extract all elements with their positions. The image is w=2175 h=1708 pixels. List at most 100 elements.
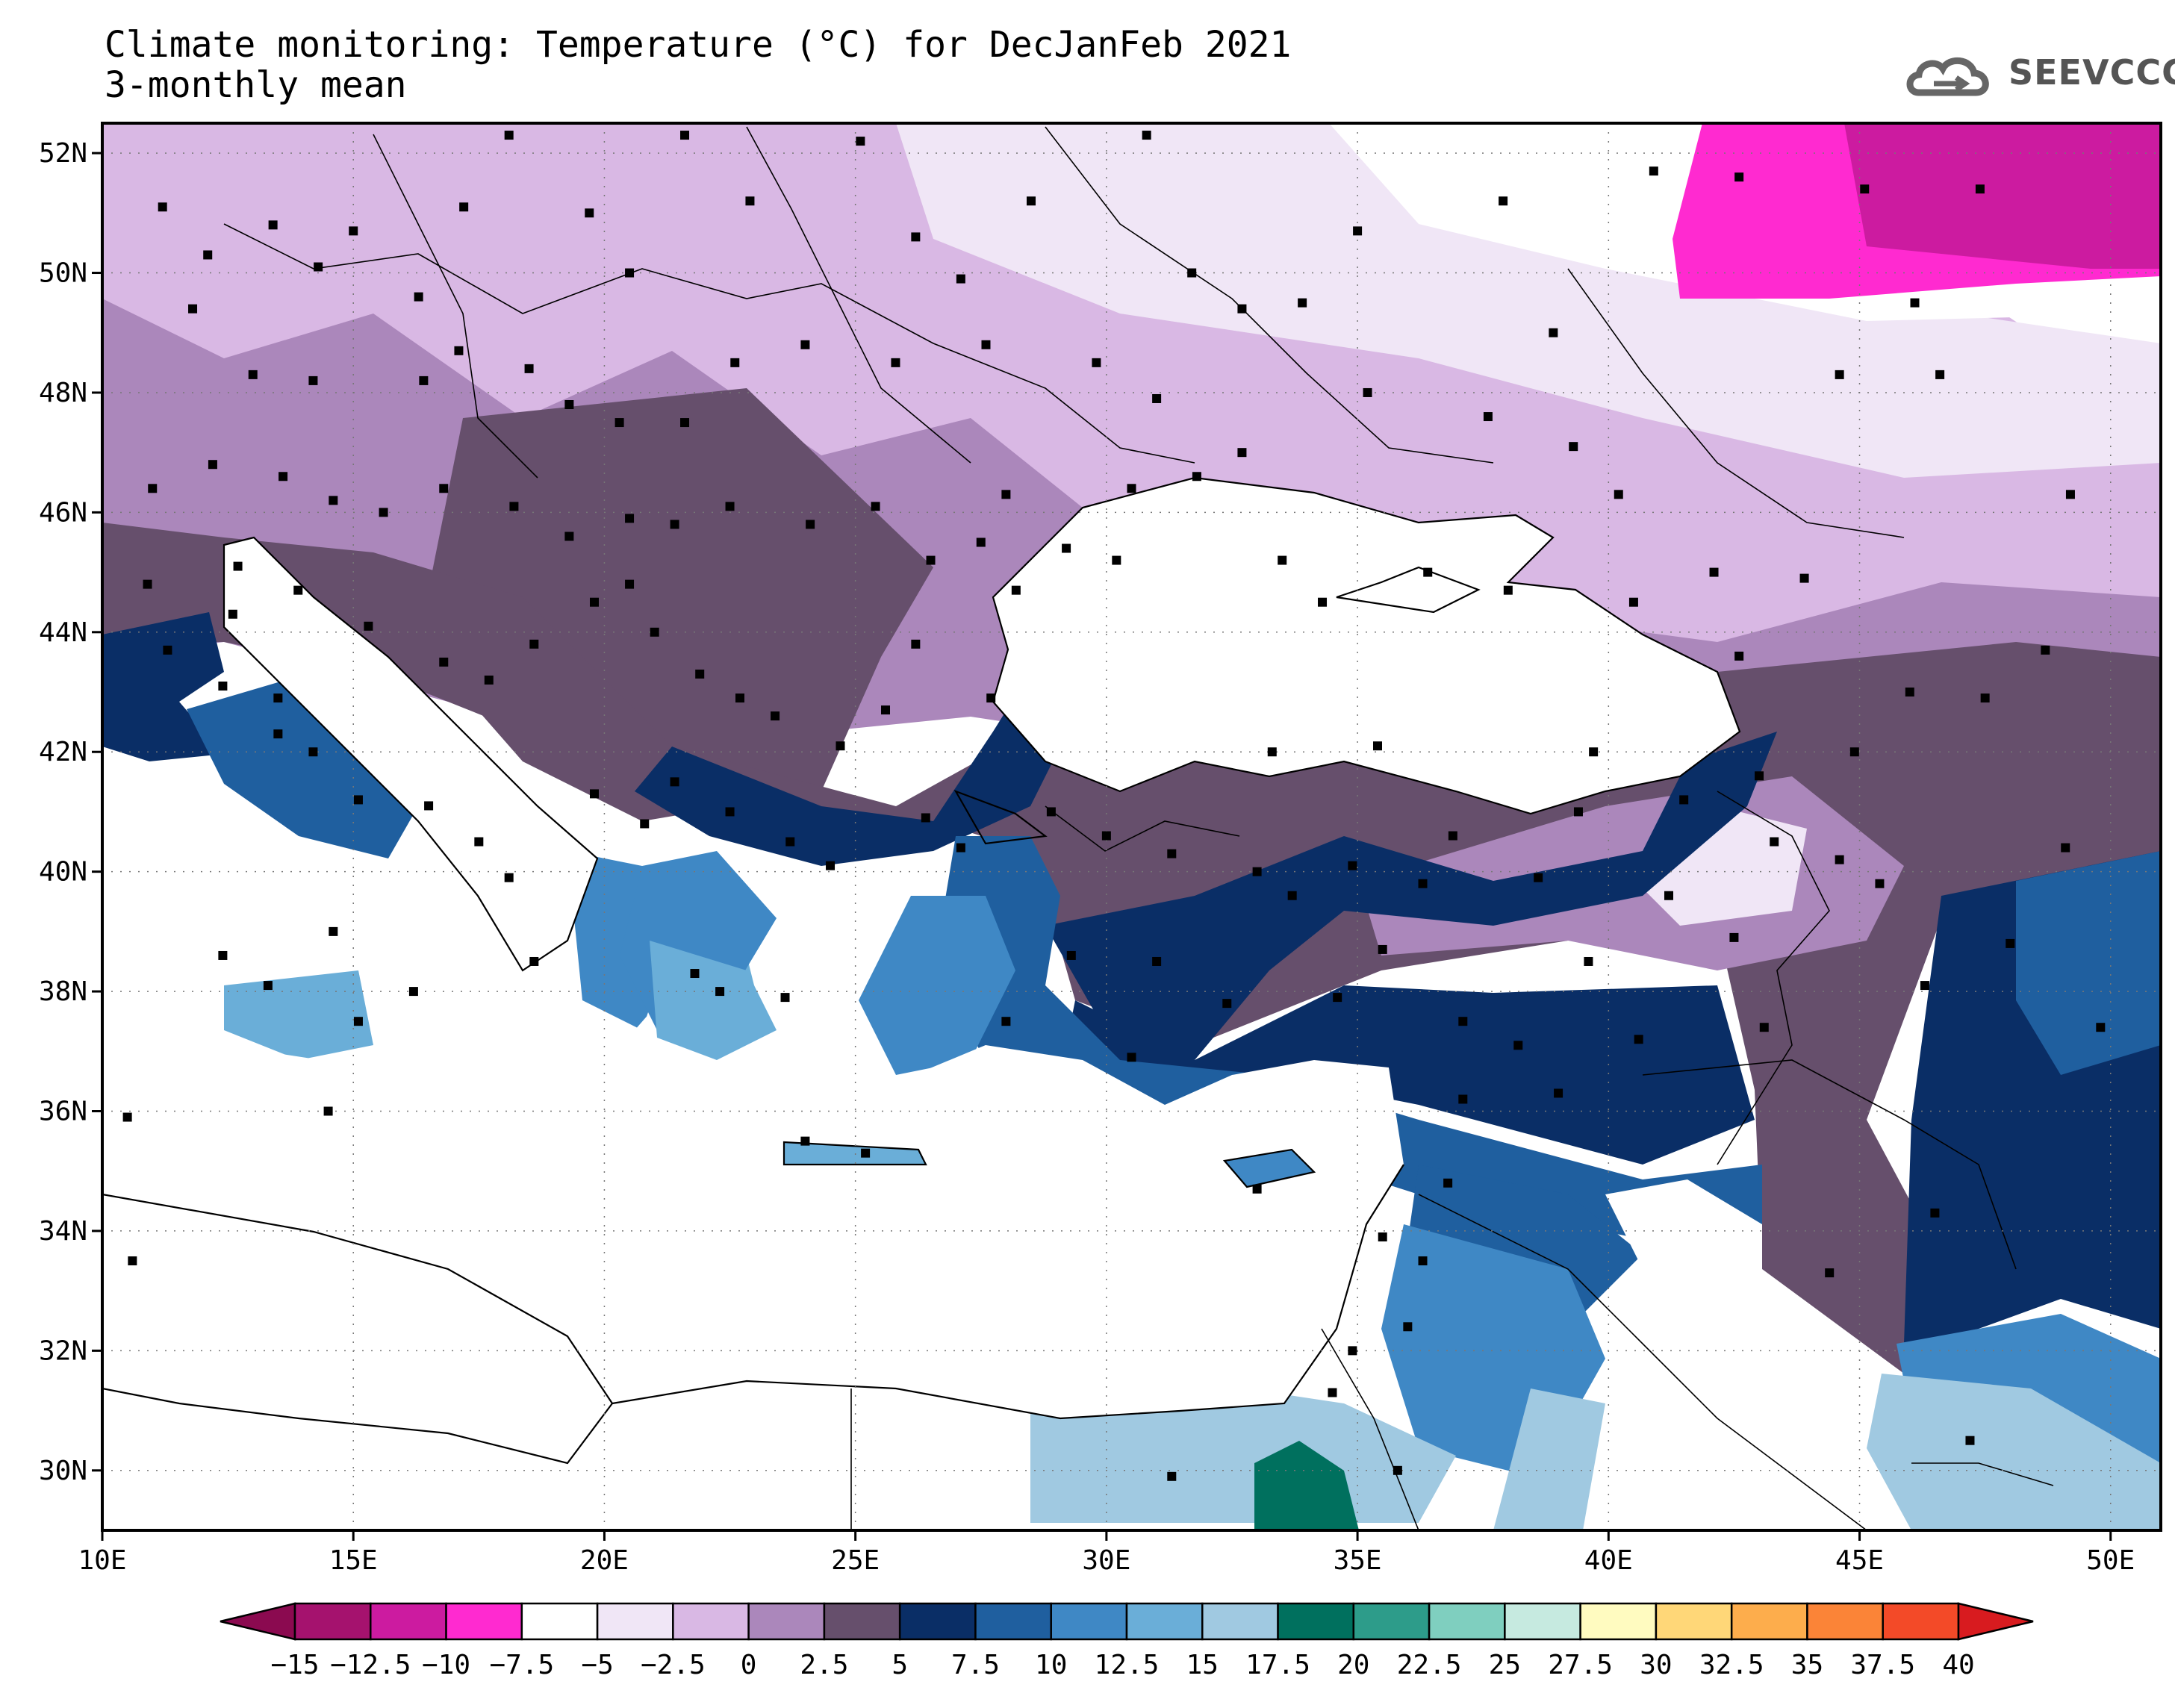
- legend-swatch: [672, 1602, 750, 1641]
- station-marker: [353, 1017, 363, 1026]
- lon-tick-label: 30E: [1082, 1545, 1130, 1576]
- station-marker: [364, 621, 373, 631]
- lat-tick-label: 40N: [39, 857, 87, 888]
- lat-tick-label: 32N: [39, 1335, 87, 1366]
- station-marker: [614, 418, 624, 428]
- legend-label: −5: [581, 1650, 613, 1680]
- station-marker: [564, 532, 574, 541]
- station-marker: [650, 627, 659, 637]
- legend-swatch: [293, 1602, 372, 1641]
- station-marker: [1664, 891, 1674, 900]
- legend-label: 35: [1791, 1650, 1823, 1680]
- lon-tick-label: 15E: [329, 1545, 378, 1576]
- seevccc-logo-text: SEEVCCC: [2008, 52, 2175, 93]
- station-marker: [856, 137, 865, 146]
- station-marker: [745, 196, 755, 206]
- station-marker: [1734, 172, 1744, 182]
- legend-swatch: [1579, 1602, 1658, 1641]
- station-marker: [730, 358, 740, 367]
- station-marker: [564, 400, 574, 409]
- station-marker: [1935, 370, 1945, 379]
- color-legend: −15 −12.5 −10 −7.5 −5 −2.5 0 2.5 5 7.5 10 12.5 15 17.…: [220, 1602, 2034, 1680]
- station-marker: [1770, 837, 1779, 847]
- station-marker: [585, 208, 594, 218]
- legend-label: −15: [270, 1650, 319, 1680]
- station-marker: [1649, 166, 1658, 176]
- lon-tick-label: 50E: [2086, 1545, 2135, 1576]
- station-marker: [128, 1256, 137, 1266]
- station-marker: [1910, 298, 1920, 308]
- station-marker: [1127, 1053, 1136, 1062]
- station-marker: [1237, 448, 1247, 458]
- lon-tick-label: 40E: [1584, 1545, 1633, 1576]
- station-marker: [1278, 555, 1287, 565]
- station-marker: [228, 609, 237, 619]
- legend-swatch: [1882, 1602, 1960, 1641]
- lon-tick-label: 45E: [1835, 1545, 1884, 1576]
- station-marker: [2041, 645, 2050, 655]
- station-marker: [1348, 1346, 1357, 1356]
- station-marker: [625, 268, 635, 278]
- station-marker: [424, 801, 434, 811]
- station-marker: [680, 131, 690, 140]
- station-marker: [1192, 472, 1201, 481]
- station-marker: [836, 741, 845, 751]
- station-marker: [589, 789, 599, 799]
- station-marker: [2065, 490, 2075, 499]
- legend-label: 20: [1337, 1650, 1369, 1680]
- station-marker: [1835, 855, 1844, 864]
- station-marker: [861, 1148, 871, 1158]
- station-marker: [1348, 861, 1357, 870]
- legend-label: −10: [422, 1650, 470, 1680]
- lat-tick-label: 36N: [39, 1097, 87, 1127]
- station-marker: [725, 502, 735, 511]
- station-marker: [504, 873, 514, 882]
- legend-swatch: [1050, 1602, 1128, 1641]
- station-marker: [976, 537, 986, 547]
- station-marker: [439, 484, 449, 493]
- station-marker: [891, 358, 900, 367]
- station-marker: [408, 987, 418, 997]
- station-marker: [188, 304, 198, 314]
- longitude-axis: 10E 15E 20E 25E 30E 35E 40E 45E 50E: [78, 1530, 2135, 1576]
- legend-swatch: [520, 1602, 599, 1641]
- station-marker: [1729, 932, 1739, 942]
- legend-swatch: [1504, 1602, 1581, 1641]
- station-marker: [1363, 387, 1372, 397]
- station-marker: [1835, 370, 1844, 379]
- station-marker: [1328, 1388, 1337, 1397]
- station-marker: [268, 220, 278, 230]
- legend-swatch: [1125, 1602, 1204, 1641]
- station-marker: [1759, 1023, 1769, 1032]
- station-marker: [308, 747, 318, 757]
- station-marker: [1628, 597, 1638, 607]
- station-marker: [1353, 226, 1363, 236]
- station-marker: [1534, 873, 1543, 882]
- station-marker: [1393, 1465, 1402, 1475]
- station-marker: [414, 292, 423, 302]
- station-marker: [1614, 490, 1623, 499]
- station-marker: [1825, 1268, 1835, 1278]
- station-marker: [911, 232, 921, 242]
- legend-label: 25: [1489, 1650, 1521, 1680]
- legend-label: 32.5: [1699, 1650, 1764, 1680]
- station-marker: [735, 694, 744, 703]
- station-marker: [1734, 651, 1744, 661]
- station-marker: [1975, 184, 1985, 194]
- legend-label: −12.5: [330, 1650, 411, 1680]
- lat-tick-label: 42N: [39, 737, 87, 767]
- station-marker: [725, 807, 735, 817]
- station-marker: [474, 837, 484, 847]
- station-marker: [1011, 585, 1021, 595]
- station-marker: [1503, 585, 1513, 595]
- station-marker: [1549, 328, 1558, 337]
- station-marker: [1092, 358, 1101, 367]
- station-marker: [379, 508, 388, 517]
- station-marker: [1458, 1017, 1468, 1026]
- station-marker: [1554, 1088, 1563, 1098]
- station-marker: [2096, 1023, 2106, 1032]
- station-marker: [1027, 196, 1036, 206]
- station-marker: [163, 645, 172, 655]
- station-marker: [1112, 555, 1121, 565]
- station-marker: [926, 555, 936, 565]
